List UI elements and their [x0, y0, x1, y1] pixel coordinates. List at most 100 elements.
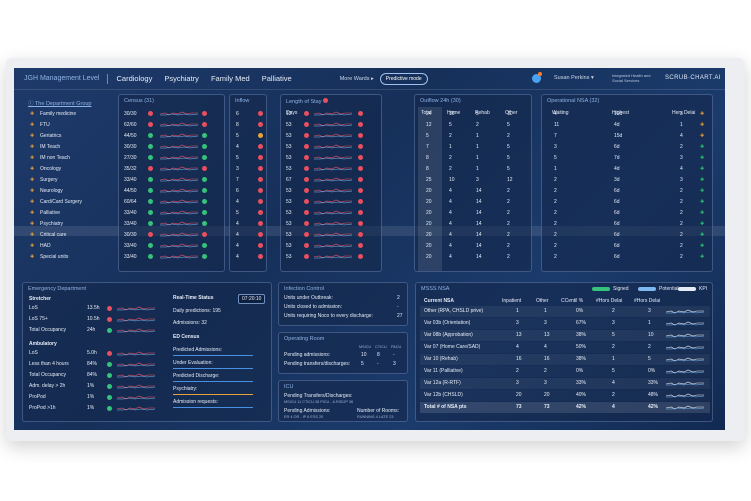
outflow-total: 8 — [426, 154, 429, 161]
sparkline-chart — [117, 351, 155, 356]
infection-control-panel: Infection Control Units under Outbreak: 2… — [278, 282, 408, 326]
msss-row[interactable] — [420, 306, 710, 317]
sparkline-chart — [314, 188, 352, 193]
los-value: 67 — [286, 176, 292, 183]
msss-pct: 40% — [576, 392, 587, 398]
sparkline-chart — [160, 221, 198, 226]
nsa-hers: 4 — [680, 132, 683, 139]
sparkline-chart — [666, 345, 704, 350]
msss-h1: 3 — [612, 320, 615, 326]
sparkline-chart — [160, 133, 198, 138]
msss-h1: 4 — [612, 404, 615, 410]
msss-inpatient: 16 — [516, 356, 522, 362]
sparkline-chart — [666, 405, 704, 410]
msss-row[interactable] — [420, 354, 710, 365]
msss-inpatient: 3 — [516, 380, 519, 386]
department-row[interactable]: ✚ IM Teach 30/30 4 53 7 1 1 5 3 6d 2 ✚ — [14, 141, 725, 152]
nsa-waiting: 2 — [554, 242, 557, 249]
inflow-status-dot — [258, 188, 263, 193]
msss-other: 16 — [544, 356, 550, 362]
or-col-pacu: PACU — [391, 345, 402, 349]
outflow-home: 4 — [449, 187, 452, 194]
ed-metric-label: Less than 4 hours — [29, 361, 69, 367]
department-row[interactable]: ✚ IM non Teach 27/30 5 53 8 2 1 5 5 7d 3 ✚ — [14, 152, 725, 163]
or-col-msicu: MSICU — [359, 345, 372, 349]
inflow-value: 6 — [236, 187, 239, 194]
outflow-home: 10 — [449, 110, 455, 117]
sparkline-chart — [314, 243, 352, 248]
department-row[interactable]: ✚ Psychiatry 33/40 4 53 20 4 14 2 2 6d 2 ✚ — [14, 218, 725, 229]
more-wards-button[interactable]: More Wards ▸ — [340, 76, 374, 82]
department-row[interactable]: ✚ Geriatrics 44/50 5 53 5 2 1 2 7 15d 4 ✚ — [14, 130, 725, 141]
department-row[interactable]: ✚ Card/Card Surgery 60/64 4 53 20 4 14 2 2 6d 2 ✚ — [14, 196, 725, 207]
department-group-link[interactable]: ⓘ The Department Group — [28, 99, 92, 107]
msss-pct: 67% — [576, 320, 587, 326]
outflow-panel: Outflow 24h (30) Total Home Rehab Other — [414, 94, 532, 272]
census-status-dot — [148, 122, 153, 127]
department-icon: ✚ — [30, 132, 35, 139]
department-row[interactable]: ✚ Surgery 33/40 7 67 25 10 3 12 2 3d 3 ✚ — [14, 174, 725, 185]
outflow-total: 20 — [426, 242, 432, 249]
stretcher-label: Stretcher — [29, 296, 51, 302]
department-icon: ✚ — [30, 198, 35, 205]
msss-row[interactable] — [420, 330, 710, 341]
outflow-total: 5 — [426, 132, 429, 139]
department-icon: ✚ — [30, 165, 35, 172]
sparkline-chart — [314, 177, 352, 182]
msss-row[interactable] — [420, 402, 710, 413]
outflow-rehab: 14 — [476, 220, 482, 227]
outflow-total: 20 — [426, 253, 432, 260]
msss-h1: 2 — [612, 392, 615, 398]
legend-kpi: KPI — [678, 286, 707, 292]
dashboard-screen: JGH Management Level Cardiology Psychiat… — [14, 68, 725, 430]
tab-palliative[interactable]: Palliative — [261, 74, 292, 83]
predictive-mode-button[interactable]: Predictive mode — [379, 72, 428, 85]
department-row[interactable]: ✚ HAD 33/40 4 53 20 4 14 2 2 6d 2 ✚ — [14, 240, 725, 251]
nsa-hers: 2 — [680, 209, 683, 216]
sparkline-chart — [314, 166, 352, 171]
ambulatory-label: Ambulatory — [29, 341, 57, 347]
census-status-dot — [148, 254, 153, 259]
sparkline-chart — [117, 373, 155, 378]
los-status-dot — [304, 133, 309, 138]
department-icon: ✚ — [700, 154, 705, 161]
department-row[interactable]: ✚ Oncology 35/32 3 53 8 2 1 5 1 4d 4 ✚ — [14, 163, 725, 174]
legend-kpi-label: KPI — [699, 286, 708, 292]
department-name: Family medicine — [40, 110, 77, 117]
outflow-total: 25 — [426, 176, 432, 183]
tab-psychiatry[interactable]: Psychiatry — [164, 74, 199, 83]
department-row[interactable]: ✚ Palliative 33/40 5 53 20 4 14 2 2 6d 2 ✚ — [14, 207, 725, 218]
department-row[interactable]: ✚ Family medicine 30/30 6 12 24 10 5 11 4 10d 3 ✚ — [14, 108, 725, 119]
nsa-hers: 2 — [680, 143, 683, 150]
tab-cardiology[interactable]: Cardiology — [116, 74, 153, 83]
nsa-highest: 10d — [614, 110, 623, 117]
department-row[interactable]: ✚ Neurology 44/50 6 53 20 4 14 2 2 6d 2 ✚ — [14, 185, 725, 196]
nsa-highest: 6d — [614, 242, 620, 249]
sparkline-chart — [160, 111, 198, 116]
trend-dot — [202, 155, 207, 160]
department-row[interactable]: ✚ Critical care 30/30 4 53 20 4 14 2 2 6d 2 ✚ — [14, 229, 725, 240]
census-status-dot — [148, 232, 153, 237]
los-value: 53 — [286, 253, 292, 260]
inflow-status-dot — [258, 232, 263, 237]
department-icon: ✚ — [700, 198, 705, 205]
msss-row[interactable] — [420, 378, 710, 389]
inflow-value: 4 — [236, 198, 239, 205]
notification-avatar-icon[interactable] — [532, 74, 541, 83]
inflow-value: 4 — [236, 231, 239, 238]
nsa-waiting: 2 — [554, 209, 557, 216]
total-column-highlight — [418, 107, 442, 271]
notification-badge — [538, 72, 542, 76]
outflow-rehab: 14 — [476, 242, 482, 249]
department-row[interactable]: ✚ FTU 62/60 8 53 12 5 2 5 11 4d 1 ✚ — [14, 119, 725, 130]
trend-dot — [358, 144, 363, 149]
nsa-highest: 15d — [614, 132, 623, 139]
department-row[interactable]: ✚ Special units 33/40 4 53 20 4 14 2 2 6d 2 ✚ — [14, 251, 725, 262]
ed-status-dot — [107, 406, 112, 411]
tab-family-med[interactable]: Family Med — [210, 74, 250, 83]
user-menu[interactable]: Susan Perkins ▾ — [554, 75, 594, 81]
trend-dot — [202, 221, 207, 226]
msss-pct: 0% — [576, 368, 584, 374]
los-status-dot — [304, 144, 309, 149]
department-name: Special units — [40, 253, 69, 260]
